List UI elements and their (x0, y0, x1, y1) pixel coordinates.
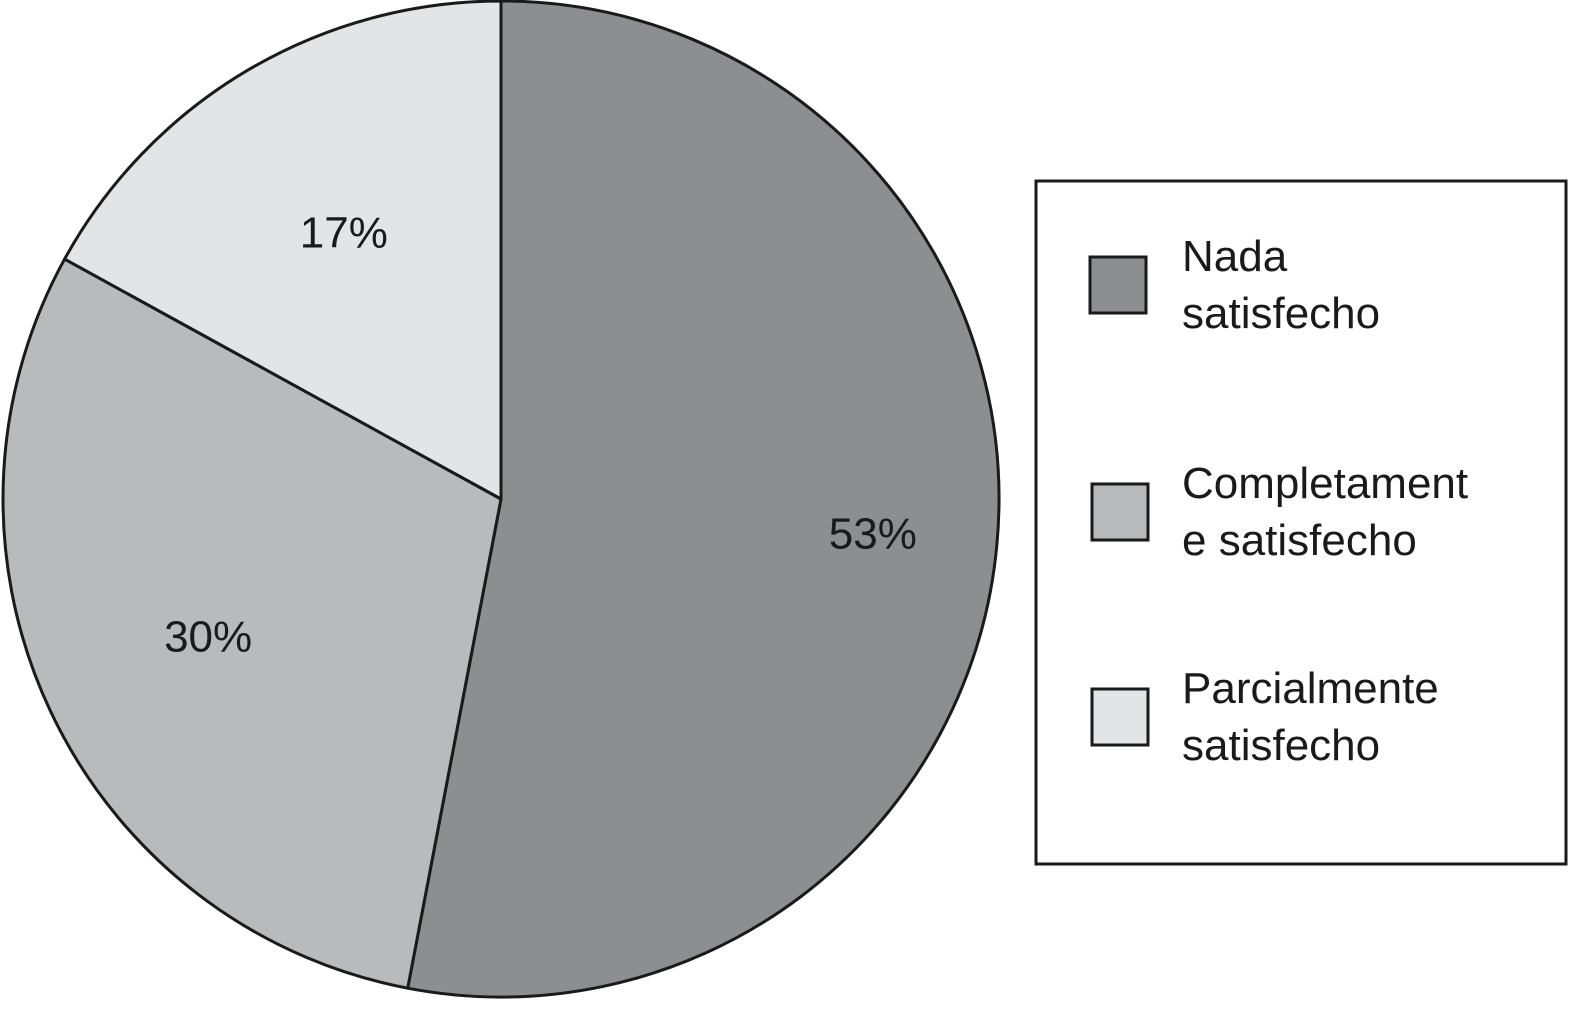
legend-swatch-nada-satisfecho (1088, 255, 1148, 315)
legend-entries: Nada satisfecho Completament e satisfecho Pa… (1088, 232, 1468, 770)
legend-entry-nada-satisfecho: Nada satisfecho (1088, 232, 1380, 338)
legend-entry-completamente-satisfecho: Completament e satisfecho (1090, 459, 1468, 565)
pie-slice-labels: 53% 30% 17% (164, 209, 917, 662)
pie-slice-nada-satisfecho (406, 0, 1001, 999)
pie-label-parcialmente-satisfecho: 17% (300, 209, 388, 258)
legend-label-line: Completament (1182, 459, 1468, 508)
legend-label-line: Parcialmente (1182, 664, 1439, 713)
pie-slice-completamente-satisfecho (1, 257, 503, 990)
legend: Nada satisfecho Completament e satisfecho Pa… (1034, 179, 1568, 866)
pie-label-completamente-satisfecho: 30% (164, 612, 252, 661)
legend-label-completamente-satisfecho: Completament e satisfecho (1182, 459, 1468, 565)
pie-slice-parcialmente-satisfecho (63, 0, 503, 501)
legend-label-parcialmente-satisfecho: Parcialmente satisfecho (1182, 664, 1439, 770)
pie-slices (1, 0, 1001, 999)
legend-swatch-parcialmente-satisfecho (1090, 687, 1150, 747)
legend-label-line: Nada (1182, 232, 1288, 281)
legend-swatch-completamente-satisfecho (1090, 482, 1150, 542)
legend-label-line: e satisfecho (1182, 516, 1417, 565)
pie-label-nada-satisfecho: 53% (829, 510, 917, 559)
legend-label-line: satisfecho (1182, 289, 1380, 338)
legend-label-line: satisfecho (1182, 721, 1380, 770)
legend-label-nada-satisfecho: Nada satisfecho (1182, 232, 1380, 338)
legend-entry-parcialmente-satisfecho: Parcialmente satisfecho (1090, 664, 1439, 770)
